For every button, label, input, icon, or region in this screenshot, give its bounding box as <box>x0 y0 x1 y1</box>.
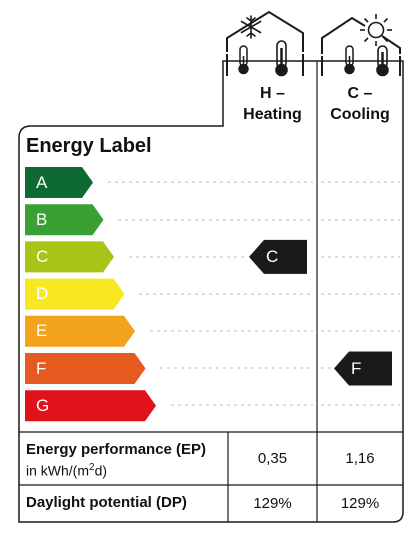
grade-arrow-e <box>25 315 135 347</box>
heating-header-line2: Heating <box>243 106 302 123</box>
house-snowflake-thermometer-icon <box>226 10 304 77</box>
ep-unit-sup: 2 <box>89 462 95 473</box>
grade-arrow-g <box>25 390 156 422</box>
heating-rating-marker <box>249 239 307 274</box>
grade-arrow-a <box>25 167 93 198</box>
dp-label: Daylight potential (DP) <box>26 494 187 511</box>
ep-cooling-value: 1,16 <box>345 450 375 467</box>
grade-letter-a: A <box>36 172 48 192</box>
grade-letter-e: E <box>36 321 48 341</box>
cooling-header-line1: C – <box>347 85 373 102</box>
ep-label: Energy performance (EP) <box>26 441 207 458</box>
heating-column-header: H – Heating <box>228 83 317 125</box>
heating-rating-letter: C <box>266 246 279 266</box>
ep-unit-suffix: d) <box>94 462 108 479</box>
grade-letter-b: B <box>36 209 48 229</box>
grade-arrow-c <box>25 241 114 273</box>
cooling-rating-letter: F <box>351 358 362 378</box>
ep-unit-prefix: in kWh/(m <box>26 462 89 479</box>
heating-header-line1: H – <box>260 85 285 102</box>
ep-heating-value: 0,35 <box>257 450 288 467</box>
grade-arrow-d <box>25 278 125 310</box>
cooling-column-header: C – Cooling <box>317 83 403 125</box>
dp-cooling-value: 129% <box>340 495 380 512</box>
grade-arrow-b <box>25 204 104 236</box>
house-sun-thermometer-icon <box>321 14 401 77</box>
cooling-rating-marker <box>334 351 392 386</box>
grade-letter-c: C <box>36 246 49 266</box>
ep-row-label: Energy performance (EP) in kWh/(m2d) <box>26 441 206 480</box>
grade-letter-f: F <box>36 358 47 378</box>
grade-arrow-f <box>25 353 146 384</box>
grade-letter-g: G <box>36 395 50 415</box>
dp-heating-value: 129% <box>253 495 292 512</box>
cooling-header-line2: Cooling <box>330 106 390 123</box>
ep-unit: in kWh/(m2d) <box>26 459 206 480</box>
energy-label-title: Energy Label <box>26 135 152 157</box>
grade-letter-d: D <box>36 284 49 304</box>
